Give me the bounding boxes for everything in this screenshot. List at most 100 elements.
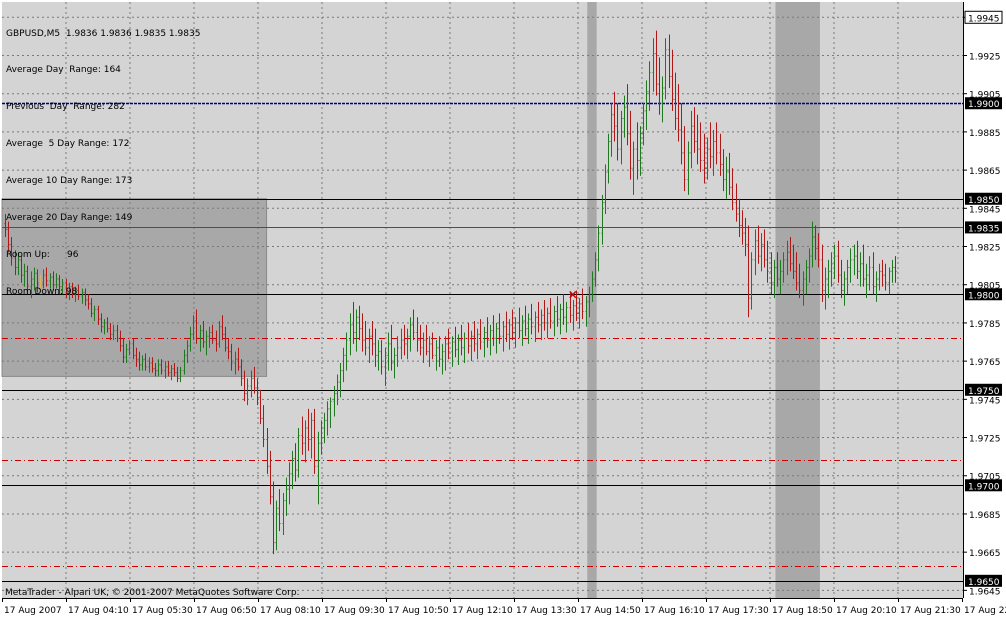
ohlc-bar — [470, 330, 473, 362]
ohlc-bar — [827, 259, 830, 299]
ohlc-bar — [782, 252, 785, 283]
ohlc-bar — [581, 288, 584, 320]
ohlc-bar — [856, 240, 859, 279]
ohlc-bar — [626, 84, 629, 146]
ohlc-bar — [218, 321, 221, 348]
ohlc-bar — [444, 336, 447, 371]
ohlc-bar — [49, 273, 52, 289]
ohlc-bar — [738, 198, 741, 237]
ohlc-bar — [262, 405, 265, 448]
ohlc-bar — [189, 326, 192, 352]
ohlc-bar — [23, 263, 26, 287]
level-label: 1.9650 — [968, 578, 1000, 588]
ohlc-bar — [208, 326, 211, 348]
ohlc-bar — [872, 252, 875, 295]
ohlc-bar — [240, 359, 243, 386]
ohlc-bar — [878, 263, 881, 291]
ohlc-bar — [291, 450, 294, 490]
ohlc-bar — [502, 321, 505, 352]
time-tick-label: 17 Aug 05:30 — [132, 606, 193, 616]
ohlc-bar — [355, 309, 358, 352]
ohlc-bar — [151, 357, 154, 373]
ohlc-bar — [709, 122, 712, 169]
ohlc-bar — [811, 221, 814, 268]
ohlc-bar — [546, 307, 549, 339]
ohlc-bar — [527, 313, 530, 344]
ohlc-bar — [349, 313, 352, 356]
price-tick-label: 1.9705 — [969, 473, 1001, 483]
ohlc-bar — [84, 288, 87, 306]
ohlc-bar — [377, 340, 380, 371]
ohlc-bar — [250, 370, 253, 398]
ohlc-bar — [202, 321, 205, 348]
ohlc-bar — [802, 271, 805, 306]
ohlc-bar — [317, 431, 320, 505]
ohlc-bar — [412, 309, 415, 341]
ohlc-bar — [345, 332, 348, 371]
ohlc-bar — [754, 229, 757, 276]
ohlc-bar — [278, 489, 281, 532]
ohlc-bar — [275, 500, 278, 551]
info-panel: GBPUSD,M5 1.9836 1.9836 1.9835 1.9835 Av… — [6, 3, 200, 323]
ohlc-bar — [148, 357, 151, 373]
ohlc-bar — [431, 332, 434, 360]
ohlc-bar — [693, 107, 696, 153]
ohlc-bar — [272, 481, 275, 555]
ohlc-bar — [371, 321, 374, 356]
ohlc-bar — [454, 326, 457, 358]
ohlc-bar — [26, 265, 29, 295]
level-label: 1.9750 — [968, 387, 1000, 397]
level-label-box — [965, 97, 1002, 110]
price-tick-label: 1.9905 — [969, 91, 1001, 101]
ohlc-bar — [868, 256, 871, 291]
ohlc-bar — [859, 252, 862, 287]
ohlc-bar — [483, 326, 486, 358]
ohlc-bar — [183, 349, 186, 375]
ohlc-bar — [486, 317, 489, 348]
ohlc-bar — [537, 301, 540, 333]
ohlc-bar — [144, 353, 147, 371]
ohlc-bar — [508, 319, 511, 350]
ohlc-bar — [473, 321, 476, 352]
ohlc-bar — [534, 311, 537, 343]
ohlc-bar — [301, 416, 304, 455]
ohlc-bar — [476, 328, 479, 360]
level-label: 1.9800 — [968, 291, 1000, 301]
ohlc-bar — [728, 152, 731, 195]
ohlc-bar — [562, 294, 565, 325]
ohlc-bar — [33, 267, 36, 291]
ohlc-bar — [786, 240, 789, 276]
ohlc-bar — [862, 244, 865, 287]
ohlc-bar — [14, 250, 17, 276]
ohlc-bar — [425, 324, 428, 356]
ohlc-bar — [655, 30, 658, 96]
ohlc-bar — [719, 133, 722, 176]
ohlc-bar — [116, 324, 119, 343]
ohlc-bar — [387, 332, 390, 371]
ohlc-bar — [840, 259, 843, 299]
ohlc-bar — [601, 194, 604, 245]
ohlc-bar — [875, 271, 878, 302]
ohlc-bar — [489, 324, 492, 356]
ohlc-bar — [891, 259, 894, 283]
time-tick-label: 17 Aug 21:30 — [900, 606, 961, 616]
ohlc-bar — [135, 347, 138, 367]
ohlc-bar — [623, 95, 626, 138]
ohlc-bar — [52, 271, 55, 291]
level-label: 1.9900 — [968, 100, 1000, 110]
ohlc-bar — [837, 240, 840, 283]
ohlc-bar — [843, 271, 846, 306]
stat-average-day-range: Average Day Range: 164 — [6, 65, 121, 76]
ohlc-bar — [61, 278, 64, 295]
ohlc-bar — [100, 313, 103, 333]
ohlc-bar — [438, 336, 441, 367]
ohlc-bar — [77, 284, 80, 300]
ohlc-bar — [10, 236, 13, 266]
ohlc-bar — [495, 322, 498, 354]
ohlc-bar — [620, 110, 623, 165]
ohlc-bar — [725, 156, 728, 199]
ohlc-bar — [55, 273, 58, 289]
ohlc-bar — [173, 363, 176, 377]
ohlc-bar — [45, 267, 48, 287]
